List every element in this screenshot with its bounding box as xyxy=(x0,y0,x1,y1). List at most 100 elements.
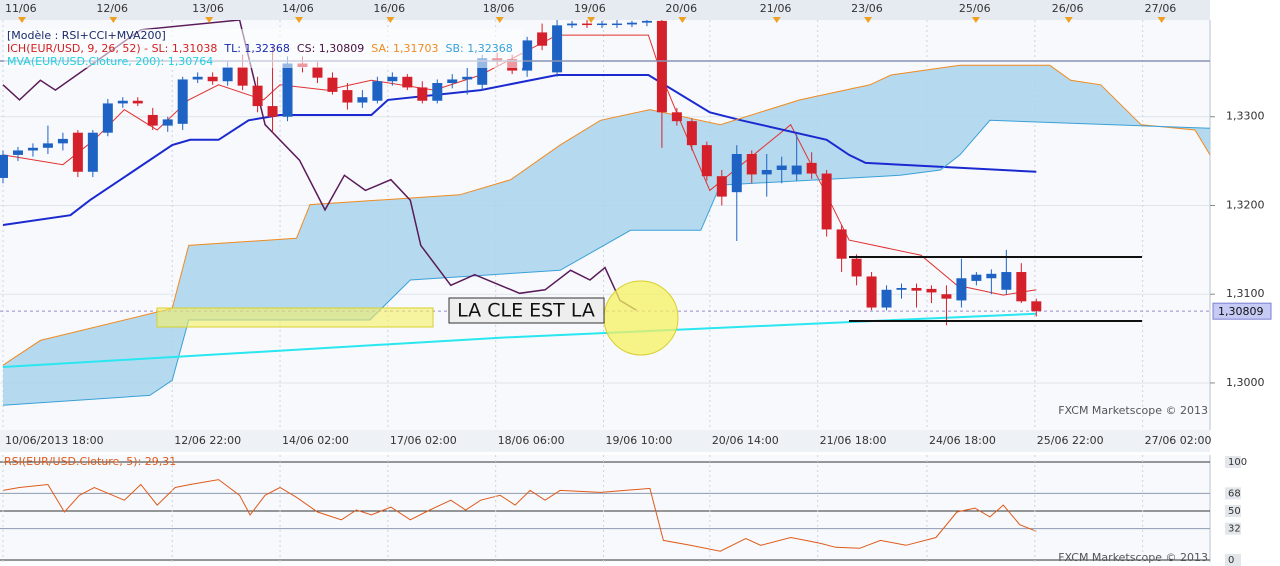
candle-body xyxy=(192,76,203,80)
candle-body xyxy=(342,90,353,103)
x-tick-label: 14/06 02:00 xyxy=(282,434,349,447)
y-tick-label: 1,3000 xyxy=(1226,376,1265,389)
candle-body xyxy=(582,23,593,26)
candle-body xyxy=(791,165,802,175)
candle-body xyxy=(731,154,742,193)
x-tick-label: 21/06 18:00 xyxy=(820,434,887,447)
date-marker xyxy=(1064,17,1073,23)
candle-body xyxy=(866,276,877,308)
candle-body xyxy=(237,67,248,86)
date-marker xyxy=(17,17,26,23)
candle-body xyxy=(327,77,338,92)
x-tick-label: 20/06 14:00 xyxy=(712,434,779,447)
y-tick-label: 1,3300 xyxy=(1226,110,1265,123)
y-tick-box xyxy=(1225,522,1241,535)
highlight-zone xyxy=(156,307,434,328)
candle-body xyxy=(776,165,787,170)
candle-body xyxy=(1016,272,1027,302)
rsi-area xyxy=(0,455,1210,562)
candle-body xyxy=(671,112,682,122)
annotation-box xyxy=(448,297,605,324)
candle-body xyxy=(162,119,173,126)
candle-body xyxy=(27,147,38,151)
candle-body xyxy=(761,169,772,175)
date-marker xyxy=(205,17,214,23)
y-tick-label: 0 xyxy=(1228,555,1234,566)
date-marker xyxy=(495,17,504,23)
candle-body xyxy=(417,87,428,101)
date-label: 25/06 xyxy=(959,2,991,15)
x-tick-label: 10/06/2013 18:00 xyxy=(5,434,104,447)
date-marker xyxy=(295,17,304,23)
date-marker xyxy=(971,17,980,23)
y-tick-label: 100 xyxy=(1228,457,1247,468)
date-marker xyxy=(386,17,395,23)
date-label: 14/06 xyxy=(282,2,314,15)
date-marker xyxy=(864,17,873,23)
y-tick-box xyxy=(1225,505,1241,518)
x-tick-label: 24/06 18:00 xyxy=(929,434,996,447)
candle-body xyxy=(402,76,413,88)
last-price-label: 1,30809 xyxy=(1218,305,1264,318)
legend-entry: CS: 1,30809 xyxy=(296,42,365,55)
candle-body xyxy=(716,176,727,197)
candle-body xyxy=(57,138,68,144)
candle-body xyxy=(282,63,293,117)
highlight-circle xyxy=(603,280,679,356)
candle-body xyxy=(132,100,143,104)
watermark: FXCM Marketscope © 2013 xyxy=(1058,404,1208,417)
candle-body xyxy=(432,83,443,101)
legend-row: [Modèle : RSI+CCI+MVA200] xyxy=(7,29,520,42)
y-tick-label: 1,3200 xyxy=(1226,198,1265,211)
x-tick-label: 17/06 02:00 xyxy=(390,434,457,447)
y-tick-label: 1,3100 xyxy=(1226,287,1265,300)
candle-body xyxy=(836,229,847,259)
candle-body xyxy=(611,23,622,26)
rsi-plot xyxy=(0,461,1210,561)
candle-body xyxy=(0,154,8,178)
last-price-box xyxy=(1212,302,1272,320)
candle-body xyxy=(567,23,578,26)
candle-body xyxy=(971,274,982,281)
main-plot xyxy=(0,20,1210,430)
date-marker xyxy=(678,17,687,23)
date-label: 11/06 xyxy=(5,2,37,15)
legend-row: ICH(EUR/USD, 9, 26, 52) - SL: 1,31038 TL:… xyxy=(7,42,520,55)
date-label: 27/06 xyxy=(1145,2,1177,15)
y-tick-box xyxy=(1225,554,1241,566)
candle-body xyxy=(447,79,458,84)
indicator-line xyxy=(2,74,1037,226)
candle-body xyxy=(252,85,263,107)
candle-body xyxy=(87,132,98,172)
candle-body xyxy=(821,173,832,230)
candle-body xyxy=(1031,301,1042,312)
candle-body xyxy=(941,294,952,299)
legend-row: MVA(EUR/USD.Cloture, 200): 1,30764 xyxy=(7,55,520,68)
x-tick-label: 19/06 10:00 xyxy=(606,434,673,447)
legend-entry: SA: 1,31703 xyxy=(371,42,439,55)
date-marker xyxy=(587,17,596,23)
candle-body xyxy=(986,273,997,279)
candle-body xyxy=(357,97,368,103)
candle-body xyxy=(597,23,608,26)
x-tick-label: 12/06 22:00 xyxy=(174,434,241,447)
annotation: LA CLE EST LA xyxy=(457,300,595,322)
candle-body xyxy=(851,258,862,277)
candle-body xyxy=(926,288,937,293)
legend-entry: SB: 1,32368 xyxy=(445,42,513,55)
date-label: 12/06 xyxy=(96,2,128,15)
legend: [Modèle : RSI+CCI+MVA200] ICH(EUR/USD, 9,… xyxy=(4,29,523,68)
date-marker xyxy=(772,17,781,23)
candle-body xyxy=(117,100,128,104)
candle-body xyxy=(956,278,967,301)
x-tick-label: 25/06 22:00 xyxy=(1037,434,1104,447)
y-tick-box xyxy=(1225,455,1241,468)
candle-body xyxy=(537,32,548,46)
candle-body xyxy=(312,67,323,78)
date-label: 21/06 xyxy=(760,2,792,15)
y-tick-label: 68 xyxy=(1228,488,1241,499)
y-tick-label: 50 xyxy=(1228,506,1241,517)
candle-body xyxy=(626,22,637,25)
candle-body xyxy=(552,25,563,73)
